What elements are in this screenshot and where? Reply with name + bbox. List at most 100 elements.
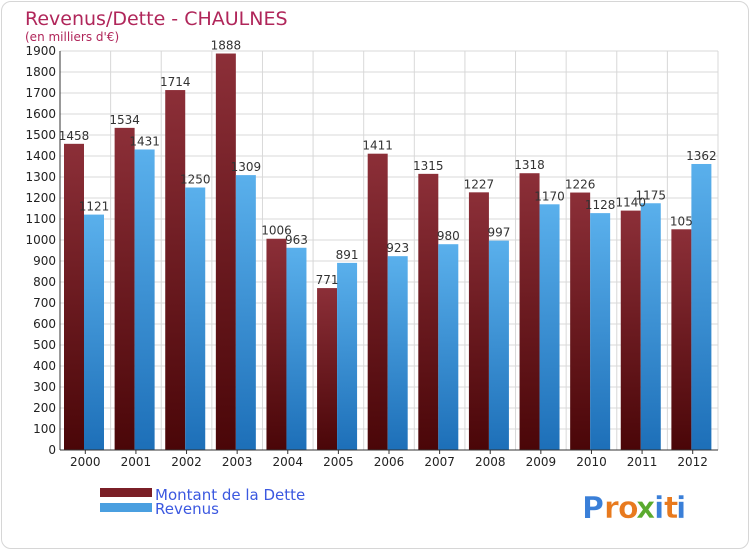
chart-title: Revenus/Dette - CHAULNES	[25, 8, 288, 30]
data-label-debt: 1226	[565, 178, 596, 192]
bar-revenus	[185, 187, 206, 450]
x-tick-label: 2012	[677, 455, 708, 469]
y-tick-label: 600	[33, 317, 56, 331]
bar-debt	[418, 173, 439, 450]
bar-debt	[114, 127, 135, 451]
x-tick-label: 2007	[424, 455, 455, 469]
x-tick-label: 2002	[171, 455, 202, 469]
x-tick-label: 2008	[475, 455, 506, 469]
data-label-revenus: 980	[437, 229, 460, 243]
bar-revenus	[488, 240, 509, 450]
bar-debt	[317, 288, 338, 450]
y-tick-label: 1900	[25, 44, 56, 58]
x-tick-label: 2011	[627, 455, 658, 469]
logo-letter: P	[582, 491, 604, 526]
bar-revenus	[387, 256, 408, 450]
data-label-debt: 105	[670, 214, 693, 228]
bar-debt	[468, 192, 489, 450]
logo-letter: i	[654, 491, 664, 526]
data-label-debt: 1411	[362, 139, 393, 153]
bar-revenus	[691, 163, 712, 451]
logo-letter: x	[636, 491, 655, 526]
y-tick-label: 1800	[25, 65, 56, 79]
x-tick-label: 2000	[70, 455, 101, 469]
data-label-revenus: 1362	[686, 149, 717, 163]
data-label-debt: 771	[316, 273, 339, 287]
x-tick-label: 2006	[374, 455, 405, 469]
bar-debt	[165, 90, 186, 450]
data-label-debt: 1888	[211, 39, 242, 53]
data-label-revenus: 1175	[635, 188, 666, 202]
x-tick-label: 2001	[121, 455, 152, 469]
data-label-revenus: 1431	[129, 134, 160, 148]
bar-debt	[266, 238, 287, 450]
y-tick-label: 1500	[25, 128, 56, 142]
legend-label-debt: Montant de la Dette	[155, 486, 305, 504]
bar-debt	[215, 53, 236, 451]
legend: Montant de la Dette Revenus	[100, 486, 305, 518]
bar-debt	[620, 210, 641, 450]
y-tick-label: 800	[33, 275, 56, 289]
data-label-debt: 1714	[160, 75, 191, 89]
bar-revenus	[235, 175, 256, 451]
data-label-revenus: 923	[386, 241, 409, 255]
data-label-debt: 1227	[464, 177, 495, 191]
y-tick-label: 200	[33, 401, 56, 415]
bars	[64, 53, 712, 451]
data-label-debt: 1006	[261, 224, 292, 238]
x-tick-label: 2003	[222, 455, 253, 469]
y-tick-label: 1100	[25, 212, 56, 226]
legend-swatch-revenus	[100, 503, 152, 512]
data-label-revenus: 963	[285, 233, 308, 247]
y-tick-label: 1300	[25, 170, 56, 184]
y-tick-label: 1700	[25, 86, 56, 100]
data-label-debt: 1140	[615, 196, 646, 210]
y-tick-label: 700	[33, 296, 56, 310]
y-tick-label: 400	[33, 359, 56, 373]
logo-letter: r	[604, 491, 619, 526]
y-tick-label: 100	[33, 422, 56, 436]
logo-letter: t	[664, 491, 678, 526]
bar-debt	[519, 173, 540, 450]
bar-debt	[671, 229, 692, 450]
legend-swatch-debt	[100, 488, 152, 497]
logo-letter: i	[676, 491, 686, 526]
y-tick-label: 300	[33, 380, 56, 394]
data-label-debt: 1458	[59, 129, 90, 143]
x-tick-label: 2005	[323, 455, 354, 469]
legend-label-revenus: Revenus	[155, 500, 219, 518]
x-tick-label: 2010	[576, 455, 607, 469]
bar-revenus	[539, 204, 560, 450]
bar-debt	[570, 192, 591, 451]
y-tick-label: 500	[33, 338, 56, 352]
data-label-revenus: 1121	[79, 200, 110, 214]
data-label-revenus: 891	[336, 248, 359, 262]
axes: 0 100 200 300 400 500 600 700 800 900 1000 1100 1200…	[25, 44, 718, 469]
bar-revenus	[640, 203, 661, 450]
bar-revenus	[286, 247, 307, 450]
logo-letter: o	[618, 491, 639, 526]
data-label-revenus: 1170	[534, 189, 565, 203]
bar-revenus	[84, 214, 104, 450]
y-tick-label: 1600	[25, 107, 56, 121]
bar-revenus	[337, 262, 358, 450]
data-label-debt: 1318	[514, 158, 545, 172]
data-label-revenus: 997	[487, 226, 510, 240]
data-label-debt: 1315	[413, 159, 444, 173]
data-label-debt: 1534	[109, 113, 140, 127]
y-tick-label: 0	[48, 443, 56, 457]
data-label-revenus: 1309	[231, 160, 262, 174]
x-tick-label: 2004	[272, 455, 303, 469]
y-tick-label: 1000	[25, 233, 56, 247]
x-tick-label: 2009	[526, 455, 557, 469]
chart-subtitle: (en milliers d'€)	[25, 30, 119, 44]
bar-debt	[64, 143, 84, 450]
bar-revenus	[134, 149, 155, 451]
bar-revenus	[590, 213, 611, 450]
y-tick-label: 1400	[25, 149, 56, 163]
bar-revenus	[438, 244, 459, 450]
bar-debt	[367, 153, 388, 450]
